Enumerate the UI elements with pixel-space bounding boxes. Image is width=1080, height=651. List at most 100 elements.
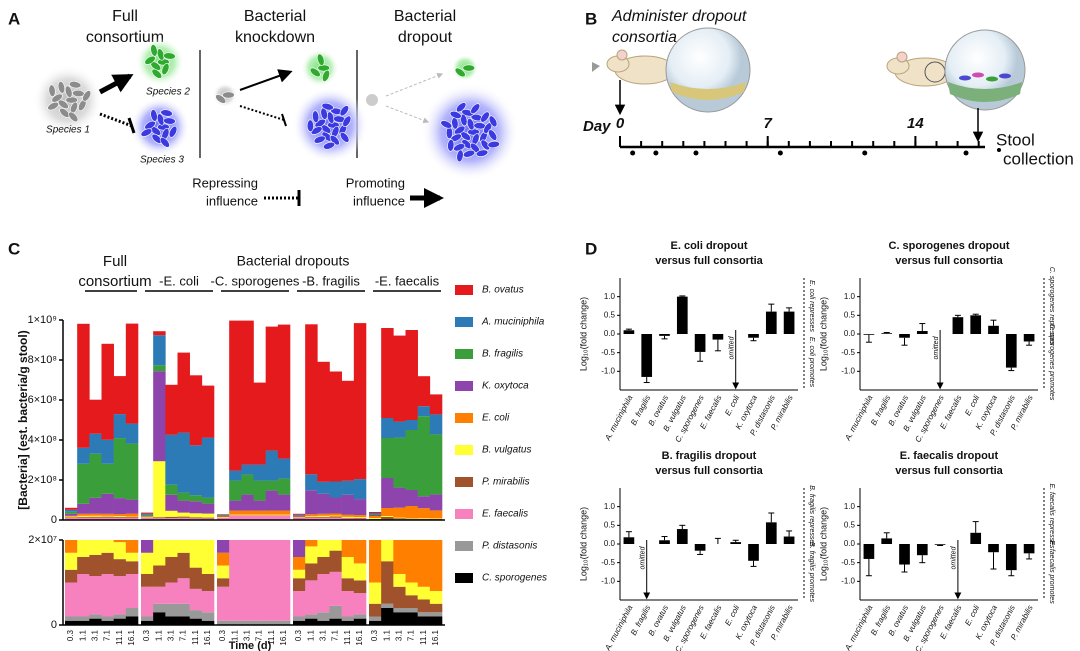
bar-segment bbox=[125, 574, 139, 608]
collection-label: collection bbox=[1003, 149, 1074, 168]
bar-segment bbox=[125, 616, 139, 625]
bar-segment bbox=[253, 514, 266, 516]
bar-segment bbox=[189, 518, 203, 520]
bar-segment bbox=[417, 616, 431, 625]
bar-segment bbox=[393, 507, 406, 518]
bacterium bbox=[68, 81, 82, 89]
chart-title: B. fragilis dropout bbox=[662, 450, 757, 462]
legend-swatch bbox=[455, 317, 473, 327]
bacterium bbox=[449, 110, 462, 119]
bar-segment bbox=[293, 514, 306, 516]
bar-segment bbox=[317, 513, 330, 516]
bar-segment bbox=[293, 591, 306, 617]
y-tick-label: 1.0 bbox=[844, 502, 856, 511]
bacterium bbox=[161, 63, 170, 76]
bar-segment bbox=[113, 498, 127, 515]
bar-segment bbox=[381, 478, 394, 508]
y-tick-label: 1.0 bbox=[604, 292, 616, 301]
bar-segment bbox=[381, 418, 394, 438]
x-tick-label: E. coli bbox=[963, 394, 981, 418]
bar-segment bbox=[125, 499, 139, 514]
bacterium bbox=[321, 102, 334, 111]
bar-segment bbox=[89, 515, 102, 517]
bacterium bbox=[82, 90, 92, 102]
bar-segment bbox=[77, 517, 90, 520]
bar-segment bbox=[113, 414, 127, 439]
bar-segment bbox=[101, 493, 114, 514]
bacterium bbox=[440, 120, 453, 129]
bar-segment bbox=[217, 527, 229, 540]
bar-segment bbox=[265, 515, 279, 520]
bar-segment bbox=[405, 582, 418, 596]
bar-segment bbox=[113, 542, 127, 560]
bar-segment bbox=[317, 557, 330, 574]
bar-segment bbox=[217, 586, 230, 621]
bar-segment bbox=[254, 523, 266, 527]
bar bbox=[765, 311, 777, 334]
species-label: Species 1 bbox=[46, 125, 90, 136]
bar-segment bbox=[265, 540, 279, 621]
bar-segment bbox=[229, 510, 242, 515]
y-axis-label: Log₁₀(fold change) bbox=[578, 507, 588, 581]
bar-segment bbox=[429, 603, 443, 613]
bar-segment bbox=[293, 515, 306, 517]
bar-segment bbox=[353, 618, 367, 625]
panel-b: B Administer dropout consortia Day Stool… bbox=[583, 8, 1074, 168]
x-tick-label: 11.1 bbox=[419, 629, 428, 645]
bar-segment bbox=[317, 612, 330, 621]
bar-segment bbox=[265, 620, 279, 625]
bars bbox=[65, 320, 443, 520]
y-tick-label: -0.5 bbox=[601, 348, 615, 357]
panel-label: B bbox=[585, 9, 597, 28]
bar bbox=[934, 544, 946, 545]
bar-segment bbox=[341, 578, 355, 591]
y-tick-label: 1×10⁹ bbox=[28, 314, 58, 326]
bar-segment bbox=[305, 324, 318, 475]
bar-segment bbox=[241, 320, 254, 465]
bacterium bbox=[466, 118, 475, 131]
y-tick-label: 8×10⁸ bbox=[28, 354, 57, 366]
repress-line bbox=[99, 112, 133, 128]
bar-segment bbox=[353, 614, 367, 619]
bar-segment bbox=[417, 376, 431, 407]
bar bbox=[1023, 334, 1035, 342]
bar-segment bbox=[253, 500, 266, 511]
bar bbox=[970, 532, 982, 544]
bar-segment bbox=[141, 489, 153, 510]
bar-segment bbox=[125, 513, 139, 517]
bar-segment bbox=[305, 614, 318, 619]
sample-dot bbox=[963, 150, 969, 156]
bar-segment bbox=[77, 515, 90, 517]
bar-segment bbox=[229, 320, 242, 471]
sample-dot bbox=[693, 150, 699, 156]
bar-segment bbox=[217, 620, 230, 625]
bar-segment bbox=[165, 494, 178, 511]
column-title: Bacterial bbox=[394, 8, 456, 25]
omitted-label: omitted bbox=[640, 545, 647, 569]
bacterium bbox=[316, 53, 325, 66]
bar-segment bbox=[217, 515, 230, 516]
bar-segment bbox=[229, 515, 242, 520]
bar-segment bbox=[165, 516, 178, 518]
bar-segment bbox=[89, 618, 102, 625]
x-tick-label: 1.1 bbox=[78, 629, 87, 641]
bar-segment bbox=[353, 515, 367, 518]
x-tick-label: 1.1 bbox=[382, 629, 391, 641]
bar-segment bbox=[317, 516, 330, 518]
bar-segment bbox=[253, 540, 266, 621]
bar-segment bbox=[141, 574, 154, 587]
bacterium bbox=[156, 48, 165, 61]
bar-segment bbox=[353, 517, 367, 518]
bar-segment bbox=[229, 620, 242, 625]
direction-note: E. coli represses bbox=[808, 280, 815, 332]
x-tick-label: 11.1 bbox=[267, 629, 276, 645]
bar-segment bbox=[241, 514, 254, 516]
bar-segment bbox=[293, 616, 306, 621]
bar-segment bbox=[369, 518, 382, 519]
bar-segment bbox=[369, 455, 381, 476]
bar-segment bbox=[381, 603, 394, 608]
bar-segment bbox=[369, 540, 382, 583]
day-tick-label: 7 bbox=[764, 115, 773, 132]
legend-swatch bbox=[455, 285, 473, 295]
bar-segment bbox=[369, 476, 381, 497]
